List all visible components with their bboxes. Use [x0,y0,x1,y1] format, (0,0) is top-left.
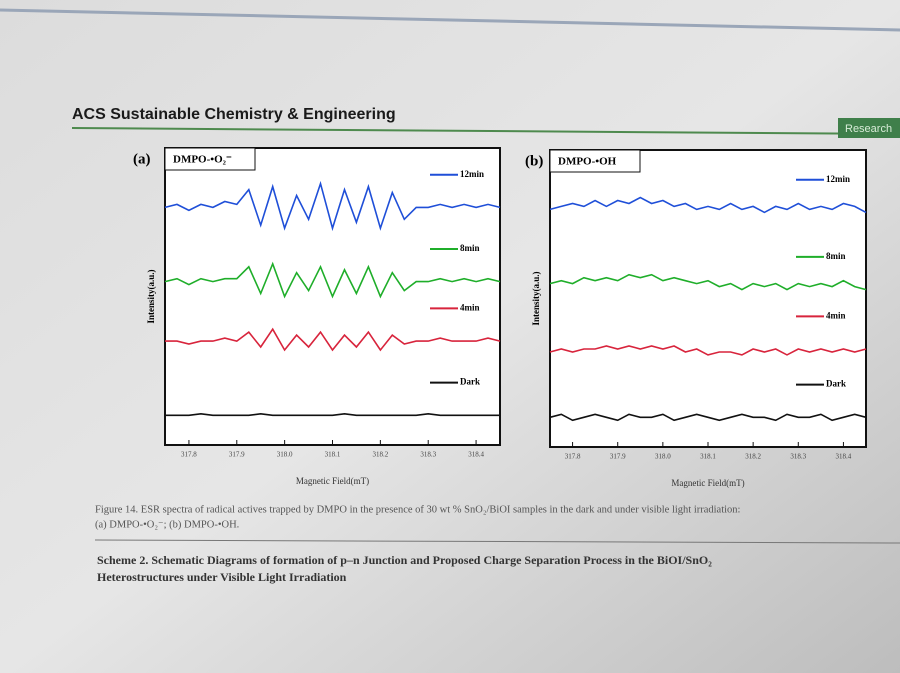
scheme-line: Heterostructures under Visible Light Irr… [97,570,347,584]
section-label: Research [845,123,892,135]
spectrum-line [164,180,501,232]
y-axis-label: Intensity(a.u.) [146,269,156,323]
x-tick-label: 317.8 [181,451,197,459]
x-tick-label: 318.4 [836,453,852,461]
chart-title: DMPO-•OH [558,156,617,168]
spectrum-line [549,196,867,214]
chart-title: DMPO-•O₂⁻ [173,154,232,166]
x-tick-label: 317.9 [610,453,626,461]
x-tick-label: 318.1 [700,453,716,461]
x-tick-label: 318.0 [277,451,293,459]
spectrum-line [549,345,867,356]
caption-line: Figure 14. ESR spectra of radical active… [95,504,741,515]
plot-frame [549,149,867,448]
legend-label: 8min [826,251,846,261]
title-box [164,147,256,171]
x-tick-label: 318.2 [372,451,388,459]
screen-edge [0,8,900,32]
scheme-line: Scheme 2. Schematic Diagrams of formatio… [97,553,712,567]
journal-title: ACS Sustainable Chemistry & Engineering [72,106,396,123]
x-axis-label: Magnetic Field(mT) [296,476,369,486]
spectrum-line [165,327,501,352]
x-tick-label: 318.2 [745,453,761,461]
title-box [549,149,641,173]
caption-line: (a) DMPO-•O₂⁻; (b) DMPO-•OH. [95,519,239,530]
header-rule [71,127,900,135]
legend-label: 12min [826,174,850,184]
x-tick-label: 318.4 [468,451,484,459]
legend-label: 8min [460,243,480,253]
x-tick-label: 318.0 [655,453,671,461]
legend-label: Dark [826,379,846,389]
spectrum-line [164,261,501,299]
x-tick-label: 317.8 [565,453,581,461]
x-tick-label: 318.1 [325,451,341,459]
panel-label: (a) [133,151,151,167]
section-badge [838,118,900,138]
spectrum-line [549,273,867,291]
spectrum-line [549,413,867,422]
x-tick-label: 318.3 [420,451,436,459]
panel-label: (b) [525,153,543,169]
legend-label: 12min [460,169,484,179]
figure: (a) DMPO-•O₂⁻ 317.8 317.9 318.0 318.1 318.2 318… [133,147,867,488]
spectrum-line [165,412,500,417]
x-tick-label: 317.9 [229,451,245,459]
rule [94,539,900,544]
legend-label: 4min [826,310,846,320]
x-tick-label: 318.3 [790,453,806,461]
y-axis-label: Intensity(a.u.) [531,271,541,325]
legend-label: Dark [460,377,480,387]
legend-label: 4min [460,302,480,312]
x-axis-label: Magnetic Field(mT) [671,478,744,488]
